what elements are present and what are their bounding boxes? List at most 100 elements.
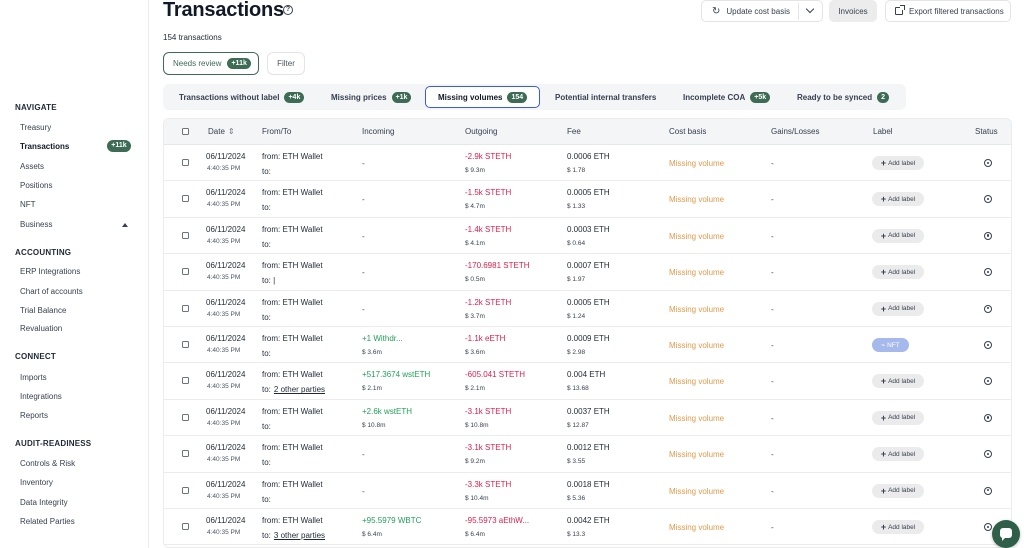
tab-transactions-without-label[interactable]: Transactions without label +4k bbox=[179, 84, 305, 110]
table-row[interactable]: 06/11/2024 4:40:35 PM from: ETH Wallet to: 2… bbox=[164, 363, 1011, 400]
status-icon[interactable] bbox=[984, 413, 992, 422]
status-icon[interactable] bbox=[984, 268, 992, 277]
row-outgoing: -3.1k STETH bbox=[465, 406, 512, 416]
chat-button[interactable] bbox=[992, 520, 1020, 548]
add-label-button[interactable]: + Add label bbox=[872, 520, 924, 534]
tab-missing-volumes[interactable]: Missing volumes 154 bbox=[425, 86, 541, 108]
table-row[interactable]: 06/11/2024 4:40:35 PM from: ETH Wallet to: -… bbox=[164, 291, 1011, 327]
add-label-button[interactable]: + Add label bbox=[872, 228, 924, 243]
table-row[interactable]: 06/11/2024 4:40:35 PM from: ETH Wallet to: … bbox=[164, 254, 1011, 291]
table-row[interactable]: 06/11/2024 4:40:35 PM from: ETH Wallet to: +… bbox=[164, 400, 1011, 437]
row-checkbox[interactable] bbox=[182, 486, 189, 494]
sidebar-item-business[interactable]: Business bbox=[20, 220, 53, 229]
table-row[interactable]: 06/11/2024 4:40:35 PM from: ETH Wallet to: +… bbox=[164, 327, 1011, 364]
row-checkbox[interactable] bbox=[182, 231, 189, 239]
sidebar-item-erp-integrations[interactable]: ERP Integrations bbox=[20, 267, 81, 276]
row-checkbox[interactable] bbox=[182, 523, 189, 530]
sidebar-item-revaluation[interactable]: Revaluation bbox=[20, 324, 63, 333]
sort-icon[interactable]: ⇕ bbox=[227, 127, 235, 136]
table-row[interactable]: 06/11/2024 4:40:35 PM from: ETH Wallet to: 3… bbox=[164, 509, 1011, 546]
select-all-checkbox[interactable] bbox=[182, 128, 189, 135]
question-circle-icon[interactable]: ? bbox=[283, 5, 293, 15]
plus-icon: + bbox=[880, 522, 887, 532]
sidebar-item-transactions[interactable]: Transactions bbox=[20, 142, 70, 151]
add-label-text: Add label bbox=[888, 450, 916, 458]
sidebar-item-inventory[interactable]: Inventory bbox=[20, 478, 53, 487]
row-cost-basis: Missing volume bbox=[669, 523, 725, 532]
tab-potential-internal-transfers[interactable]: Potential internal transfers bbox=[555, 84, 656, 110]
status-icon[interactable] bbox=[984, 450, 992, 459]
invoices-button[interactable]: Invoices bbox=[829, 0, 877, 22]
tab-incomplete-coa[interactable]: Incomplete COA +5k bbox=[683, 84, 771, 110]
sidebar-item-data-integrity[interactable]: Data Integrity bbox=[20, 498, 68, 507]
add-label-button[interactable]: + Add label bbox=[872, 410, 924, 425]
row-checkbox[interactable] bbox=[182, 413, 189, 421]
add-label-button[interactable]: + Add label bbox=[872, 156, 924, 170]
tab-ready-to-be-synced[interactable]: Ready to be synced 2 bbox=[797, 84, 890, 110]
table-row[interactable]: 06/11/2024 4:40:35 PM from: ETH Wallet to: -… bbox=[164, 436, 1011, 473]
row-time: 4:40:35 PM bbox=[207, 383, 241, 391]
chevron-down-icon[interactable] bbox=[805, 4, 815, 14]
transactions-table: Date ⇕ From/To Incoming Outgoing Fee Cost… bbox=[163, 118, 1012, 548]
row-checkbox[interactable] bbox=[182, 159, 189, 166]
row-checkbox[interactable] bbox=[182, 195, 189, 203]
status-icon[interactable] bbox=[984, 304, 992, 313]
row-to-label: to: bbox=[262, 203, 271, 213]
sidebar-item-nft[interactable]: NFT bbox=[20, 200, 36, 209]
sidebar-item-chart-of-accounts[interactable]: Chart of accounts bbox=[20, 287, 83, 296]
row-date: 06/11/2024 bbox=[206, 370, 246, 380]
row-checkbox[interactable] bbox=[182, 450, 189, 458]
export-button[interactable]: Export filtered transactions bbox=[885, 0, 1011, 22]
row-to-link[interactable]: 2 other parties bbox=[273, 385, 326, 395]
add-label-button[interactable]: + Add label bbox=[872, 265, 924, 280]
status-icon[interactable] bbox=[984, 231, 992, 240]
sidebar-item-imports[interactable]: Imports bbox=[20, 373, 47, 382]
status-icon[interactable] bbox=[984, 486, 992, 495]
row-outgoing-usd: $ 9.3m bbox=[465, 167, 485, 174]
status-icon[interactable] bbox=[984, 195, 992, 204]
status-icon[interactable] bbox=[984, 523, 992, 531]
row-fee-usd: $ 13.3 bbox=[567, 531, 586, 538]
filter-button[interactable]: Filter bbox=[267, 52, 305, 75]
add-label-button[interactable]: + Add label bbox=[872, 192, 924, 207]
add-label-text: Add label bbox=[888, 159, 916, 167]
status-icon[interactable] bbox=[984, 159, 992, 167]
sidebar-item-assets[interactable]: Assets bbox=[20, 162, 45, 171]
add-label-button[interactable]: + Add label bbox=[872, 483, 924, 498]
row-checkbox[interactable] bbox=[182, 377, 189, 385]
row-gains-losses: - bbox=[771, 231, 774, 241]
add-label-button[interactable]: + Add label bbox=[872, 374, 924, 389]
add-label-text: Add label bbox=[888, 487, 916, 495]
nft-label-chip[interactable]: ⌁ NFT bbox=[872, 338, 909, 352]
row-checkbox[interactable] bbox=[182, 341, 189, 348]
caret-up-icon[interactable] bbox=[122, 223, 128, 227]
row-to-link[interactable]: 3 other parties bbox=[273, 531, 326, 540]
row-outgoing-usd: $ 4.1m bbox=[465, 239, 485, 247]
table-row[interactable]: 06/11/2024 4:40:35 PM from: ETH Wallet to: -… bbox=[164, 473, 1011, 509]
status-icon[interactable] bbox=[984, 377, 992, 386]
add-label-button[interactable]: + Add label bbox=[872, 301, 924, 316]
sidebar-item-integrations[interactable]: Integrations bbox=[20, 392, 62, 401]
status-icon[interactable] bbox=[984, 341, 992, 349]
sidebar-item-positions[interactable]: Positions bbox=[20, 181, 53, 190]
tab-missing-prices[interactable]: Missing prices +1k bbox=[331, 84, 412, 110]
sidebar-item-trial-balance[interactable]: Trial Balance bbox=[20, 306, 67, 315]
add-label-button[interactable]: + Add label bbox=[872, 447, 924, 462]
table-row[interactable]: 06/11/2024 4:40:35 PM from: ETH Wallet to: -… bbox=[164, 181, 1011, 218]
row-checkbox[interactable] bbox=[182, 268, 189, 276]
table-row[interactable]: 06/11/2024 4:40:35 PM from: ETH Wallet to: -… bbox=[164, 218, 1011, 255]
button-divider bbox=[798, 3, 799, 20]
sidebar-item-treasury[interactable]: Treasury bbox=[20, 123, 52, 132]
table-row[interactable]: 06/11/2024 4:40:35 PM from: ETH Wallet to: -… bbox=[164, 145, 1011, 182]
tab-badge: +1k bbox=[391, 91, 412, 103]
sidebar-item-controls-risk[interactable]: Controls & Risk bbox=[20, 459, 76, 468]
row-checkbox[interactable] bbox=[182, 304, 189, 312]
row-fee-usd: $ 12.87 bbox=[567, 421, 589, 429]
sidebar-item-reports[interactable]: Reports bbox=[20, 411, 49, 420]
update-cost-basis-button[interactable]: ↻ Update cost basis bbox=[701, 0, 823, 22]
needs-review-button[interactable]: Needs review +11k bbox=[163, 52, 259, 75]
sidebar-item-related-parties[interactable]: Related Parties bbox=[20, 517, 75, 526]
row-to: to: 3 other parties bbox=[262, 531, 325, 540]
column-date[interactable]: Date ⇕ bbox=[208, 127, 235, 136]
column-from-to: From/To bbox=[262, 127, 292, 136]
